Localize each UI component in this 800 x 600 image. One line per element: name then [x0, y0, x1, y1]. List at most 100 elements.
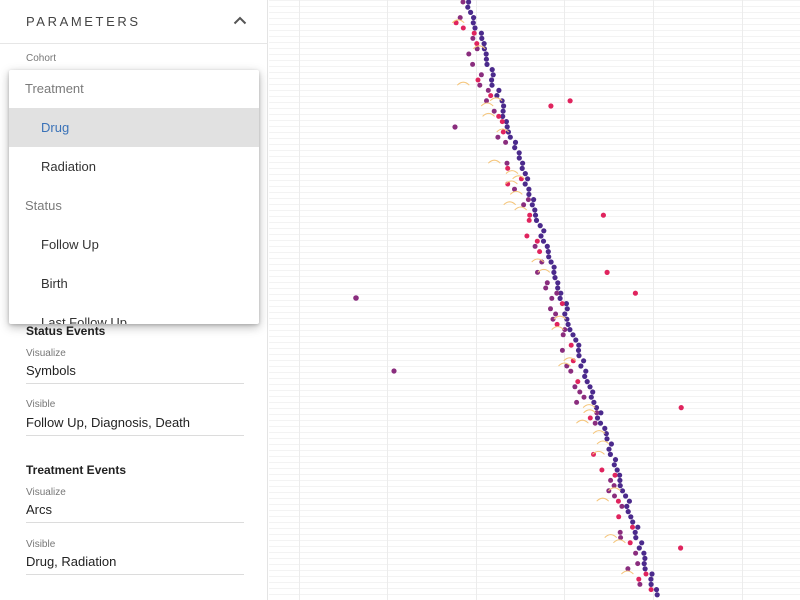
event-marker [481, 41, 487, 47]
event-marker [576, 342, 582, 348]
treatment-visualize-label: Visualize [26, 487, 66, 498]
event-marker [548, 103, 554, 109]
event-marker [573, 337, 579, 343]
event-marker [603, 431, 609, 437]
patient-timeline-plot[interactable] [269, 0, 800, 600]
event-marker [495, 134, 501, 140]
event-marker [519, 165, 525, 171]
treatment-arc [604, 534, 618, 538]
event-marker [484, 98, 489, 104]
event-marker [582, 373, 588, 379]
event-marker [555, 285, 561, 291]
event-marker [617, 483, 623, 489]
event-marker [488, 93, 494, 99]
event-marker [507, 134, 513, 140]
event-marker [490, 72, 496, 78]
event-marker [608, 441, 614, 447]
event-marker [576, 353, 582, 359]
event-marker [564, 363, 570, 369]
event-marker [607, 451, 613, 457]
event-marker [465, 4, 471, 10]
event-marker [483, 51, 489, 57]
treatment-arc [621, 570, 634, 575]
event-marker [612, 472, 618, 478]
event-marker [625, 566, 631, 572]
event-marker [500, 113, 506, 119]
event-marker [578, 363, 584, 369]
parameters-header[interactable]: PARAMETERS [0, 0, 268, 44]
status-visualize-select[interactable]: Symbols [26, 363, 76, 378]
event-marker [562, 327, 568, 333]
treatment-visible-label: Visible [26, 539, 56, 550]
event-marker [533, 217, 540, 223]
event-marker [568, 368, 574, 374]
treatment-arc [505, 170, 519, 174]
event-marker [608, 477, 614, 483]
treatment-arc [456, 81, 470, 86]
event-marker [654, 592, 660, 598]
event-marker [636, 576, 642, 582]
event-marker [648, 581, 654, 588]
event-marker [548, 306, 553, 312]
event-marker [630, 519, 636, 525]
event-marker [678, 405, 684, 411]
event-marker [532, 243, 538, 249]
treatment-arc [537, 268, 551, 273]
event-marker [581, 394, 587, 400]
status-visible-select[interactable]: Follow Up, Diagnosis, Death [26, 415, 191, 430]
event-marker [599, 467, 605, 473]
event-marker [567, 98, 573, 104]
event-marker [558, 290, 564, 296]
treatment-arc [592, 430, 606, 434]
treatment-arc [596, 497, 610, 502]
event-marker [648, 587, 654, 593]
dropdown-group-status: Status [25, 198, 62, 213]
event-marker [623, 493, 629, 499]
event-marker [489, 67, 495, 73]
event-marker [604, 436, 610, 442]
treatment-arc [553, 315, 567, 320]
event-marker [635, 524, 641, 530]
event-marker [485, 87, 491, 93]
treatment-arc [531, 258, 545, 263]
event-marker [475, 77, 481, 83]
treatment-arc [551, 326, 565, 330]
event-marker [551, 264, 557, 270]
dropdown-item-radiation[interactable]: Radiation [41, 159, 96, 174]
event-marker [538, 233, 544, 239]
event-marker [516, 150, 522, 156]
dropdown-item-drug[interactable]: Drug [9, 108, 259, 147]
event-marker [466, 51, 472, 57]
event-marker [583, 368, 589, 374]
event-marker [559, 301, 565, 307]
event-marker [577, 389, 583, 395]
event-marker [602, 425, 608, 431]
treatment-visualize-select[interactable]: Arcs [26, 502, 52, 517]
treatment-visible-select[interactable]: Drug, Radiation [26, 554, 117, 569]
chevron-up-icon[interactable] [228, 8, 252, 32]
event-marker [391, 368, 397, 374]
event-marker [575, 379, 581, 385]
event-marker [554, 290, 560, 296]
event-marker [478, 30, 484, 36]
dropdown-item-follow-up[interactable]: Follow Up [41, 237, 99, 252]
event-marker [471, 30, 477, 36]
event-marker [581, 358, 587, 364]
event-marker [500, 129, 506, 135]
dropdown-item-last-follow-up[interactable]: Last Follow Up [41, 315, 127, 324]
event-marker [500, 108, 506, 114]
cohort-dropdown-menu[interactable]: Treatment Drug Radiation Status Follow U… [9, 70, 259, 324]
event-marker [636, 545, 642, 551]
treatment-arc [608, 487, 621, 492]
event-marker [616, 514, 622, 520]
dropdown-item-birth[interactable]: Birth [41, 276, 68, 291]
event-marker [531, 197, 537, 203]
event-marker [470, 20, 476, 26]
event-marker [624, 503, 630, 509]
event-marker [525, 176, 531, 182]
event-marker [548, 259, 554, 265]
event-marker [632, 529, 638, 536]
event-marker [479, 35, 485, 42]
treatment-arc [583, 409, 596, 414]
treatment-arc [487, 159, 501, 164]
